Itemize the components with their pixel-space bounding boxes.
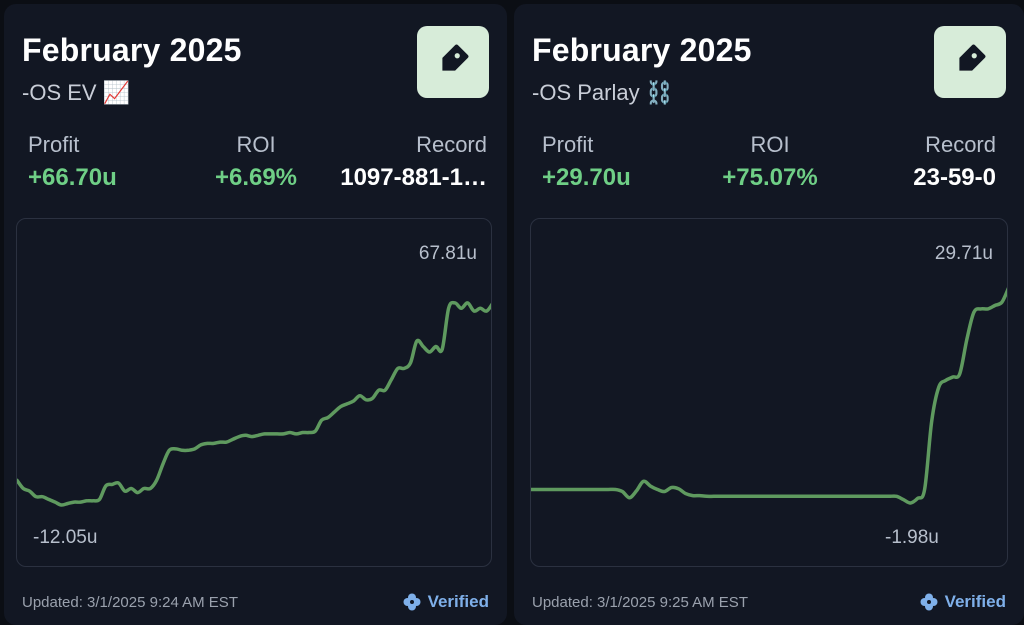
chain-icon: ⛓️ [645, 80, 673, 105]
chart-max-label: 29.71u [934, 243, 993, 264]
chart-min-label: -1.98u [885, 527, 939, 548]
subtitle-text: -OS Parlay [532, 80, 640, 105]
roi-stat: ROI +75.07% [710, 132, 830, 192]
verified-clover-icon [402, 592, 422, 612]
record-stat: Record 23-59-0 [913, 132, 996, 192]
card-subtitle: -OS EV 📈 [22, 80, 130, 106]
updated-text: Updated: 3/1/2025 9:24 AM EST [22, 594, 238, 611]
verified-badge[interactable]: Verified [919, 592, 1006, 612]
record-label: Record [416, 132, 487, 157]
card-title: February 2025 [532, 32, 752, 68]
profit-chart-svg [17, 300, 491, 507]
verified-label: Verified [944, 592, 1006, 611]
verified-label: Verified [427, 592, 489, 611]
verified-clover-icon [919, 592, 939, 612]
profit-label: Profit [28, 132, 80, 157]
roi-label: ROI [750, 132, 790, 157]
profit-stat: Profit +29.70u [542, 132, 631, 192]
verified-badge[interactable]: Verified [402, 592, 489, 612]
record-value: 1097-881-1… [340, 164, 487, 191]
profit-value: +29.70u [542, 164, 631, 191]
chart-up-icon: 📈 [102, 80, 130, 105]
subtitle-text: -OS EV [22, 80, 97, 105]
profit-series-line [531, 287, 1007, 505]
tag-icon [435, 42, 471, 83]
stats-card-parlay: February 2025 -OS Parlay ⛓️ Profit +29.70… [514, 4, 1024, 625]
profit-chart: 29.71u -1.98u [530, 218, 1008, 567]
roi-value: +75.07% [722, 164, 818, 191]
roi-stat: ROI +6.69% [206, 132, 306, 192]
tag-icon [952, 42, 988, 83]
tag-button[interactable] [417, 26, 489, 98]
card-title: February 2025 [22, 32, 242, 68]
roi-value: +6.69% [214, 164, 298, 191]
record-label: Record [925, 132, 996, 157]
profit-label: Profit [542, 132, 594, 157]
profit-chart-svg [531, 287, 1007, 505]
card-subtitle: -OS Parlay ⛓️ [532, 80, 673, 106]
profit-value: +66.70u [28, 164, 117, 191]
chart-max-label: 67.81u [418, 243, 477, 264]
record-stat: Record 1097-881-1… [340, 132, 487, 192]
profit-chart: 67.81u -12.05u [16, 218, 492, 567]
roi-label: ROI [236, 132, 276, 157]
stats-card-ev: February 2025 -OS EV 📈 Profit +66.70u ROI… [4, 4, 507, 625]
profit-series-line [17, 300, 491, 507]
tag-button[interactable] [934, 26, 1006, 98]
chart-min-label: -12.05u [33, 527, 98, 548]
record-value: 23-59-0 [913, 164, 996, 191]
updated-text: Updated: 3/1/2025 9:25 AM EST [532, 594, 748, 611]
profit-stat: Profit +66.70u [28, 132, 117, 192]
